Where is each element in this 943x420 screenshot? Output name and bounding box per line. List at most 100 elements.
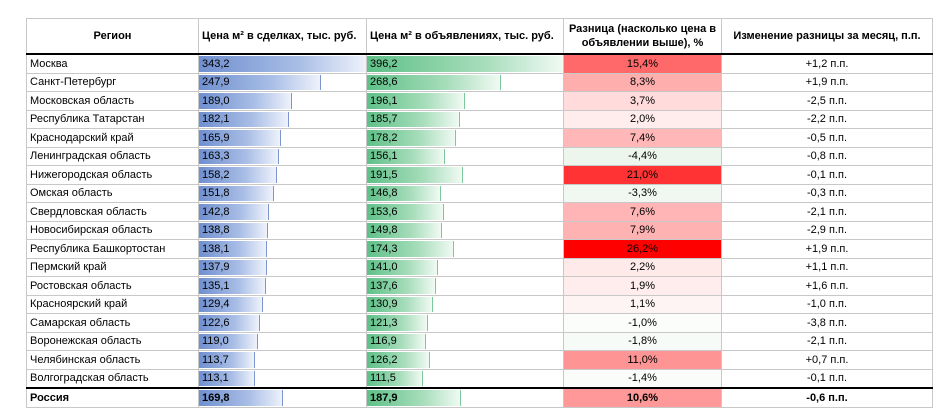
ad-price-value: 146,8 <box>370 187 398 200</box>
deal-price-bar <box>199 241 268 257</box>
cell-deal-price: 142,8 <box>198 202 367 222</box>
cell-region: Республика Башкортостан <box>26 239 199 259</box>
cell-ad-price: 187,9 <box>366 387 564 408</box>
header-change: Изменение разницы за месяц, п.п. <box>721 18 933 55</box>
deal-price-bar <box>199 390 283 406</box>
table-body: Москва 343,2 396,2 15,4% +1,2 п.п. Санкт… <box>26 53 933 408</box>
table-row: Республика Башкортостан 138,1 174,3 26,2… <box>26 239 933 259</box>
cell-deal-price: 113,1 <box>198 368 367 389</box>
table-row: Омская область 151,8 146,8 -3,3% -0,3 п.… <box>26 183 933 203</box>
cell-change: -1,0 п.п. <box>721 294 933 314</box>
cell-change: -2,1 п.п. <box>721 202 933 222</box>
deal-price-value: 343,2 <box>202 57 230 70</box>
cell-change: -2,2 п.п. <box>721 109 933 129</box>
cell-change: -0,3 п.п. <box>721 183 933 203</box>
header-difference: Разница (насколько цена в объявлении выш… <box>563 18 722 55</box>
cell-change: -0,6 п.п. <box>721 387 933 408</box>
deal-price-bar <box>199 167 277 183</box>
ad-price-value: 126,2 <box>370 353 398 366</box>
cell-change: +1,6 п.п. <box>721 276 933 296</box>
cell-difference: -3,3% <box>563 183 722 203</box>
deal-price-value: 158,2 <box>202 168 230 181</box>
cell-region: Волгоградская область <box>26 368 199 389</box>
cell-ad-price: 146,8 <box>366 183 564 203</box>
cell-deal-price: 151,8 <box>198 183 367 203</box>
cell-difference: 26,2% <box>563 239 722 259</box>
cell-region: Республика Татарстан <box>26 109 199 129</box>
ad-price-bar <box>367 93 465 109</box>
header-region: Регион <box>26 18 199 55</box>
cell-ad-price: 111,5 <box>366 368 564 389</box>
deal-price-value: 138,8 <box>202 224 230 237</box>
ad-price-value: 396,2 <box>370 57 398 70</box>
ad-price-value: 268,6 <box>370 76 398 89</box>
cell-deal-price: 138,8 <box>198 220 367 240</box>
cell-difference: 2,2% <box>563 257 722 277</box>
cell-deal-price: 137,9 <box>198 257 367 277</box>
cell-ad-price: 196,1 <box>366 91 564 111</box>
deal-price-bar <box>199 352 256 368</box>
deal-price-bar <box>199 148 280 164</box>
cell-deal-price: 163,3 <box>198 146 367 166</box>
table-row: Московская область 189,0 196,1 3,7% -2,5… <box>26 91 933 111</box>
cell-region: Омская область <box>26 183 199 203</box>
cell-change: -0,5 п.п. <box>721 128 933 148</box>
cell-region: Свердловская область <box>26 202 199 222</box>
cell-deal-price: 119,0 <box>198 331 367 351</box>
table-row: Воронежская область 119,0 116,9 -1,8% -2… <box>26 331 933 351</box>
deal-price-bar <box>199 204 270 220</box>
cell-ad-price: 174,3 <box>366 239 564 259</box>
deal-price-value: 151,8 <box>202 187 230 200</box>
cell-change: -0,8 п.п. <box>721 146 933 166</box>
cell-region: Новосибирская область <box>26 220 199 240</box>
cell-region: Россия <box>26 387 199 408</box>
deal-price-value: 163,3 <box>202 150 230 163</box>
cell-difference: 7,4% <box>563 128 722 148</box>
ad-price-value: 130,9 <box>370 298 398 311</box>
cell-change: -2,9 п.п. <box>721 220 933 240</box>
cell-ad-price: 191,5 <box>366 165 564 185</box>
cell-change: +1,2 п.п. <box>721 53 933 74</box>
deal-price-bar <box>199 296 263 312</box>
ad-price-value: 116,9 <box>370 335 397 348</box>
table-row: Москва 343,2 396,2 15,4% +1,2 п.п. <box>26 53 933 74</box>
ad-price-bar <box>367 148 446 164</box>
cell-ad-price: 185,7 <box>366 109 564 129</box>
table-row: Ленинградская область 163,3 156,1 -4,4% … <box>26 146 933 166</box>
deal-price-value: 182,1 <box>202 113 230 126</box>
ad-price-bar <box>367 370 424 386</box>
cell-difference: 8,3% <box>563 72 722 92</box>
deal-price-value: 142,8 <box>202 205 230 218</box>
cell-region: Челябинская область <box>26 350 199 370</box>
ad-price-bar <box>367 296 433 312</box>
ad-price-bar <box>367 241 455 257</box>
deal-price-bar <box>199 222 268 238</box>
cell-difference: 1,9% <box>563 276 722 296</box>
ad-price-value: 191,5 <box>370 168 398 181</box>
cell-difference: -1,8% <box>563 331 722 351</box>
cell-difference: 10,6% <box>563 387 722 408</box>
cell-region: Московская область <box>26 91 199 111</box>
deal-price-bar <box>199 185 274 201</box>
table-row: Краснодарский край 165,9 178,2 7,4% -0,5… <box>26 128 933 148</box>
cell-region: Нижегородская область <box>26 165 199 185</box>
table-row: Ростовская область 135,1 137,6 1,9% +1,6… <box>26 276 933 296</box>
cell-region: Ленинградская область <box>26 146 199 166</box>
cell-difference: 7,9% <box>563 220 722 240</box>
deal-price-bar <box>199 278 266 294</box>
header-deal-price: Цена м² в сделках, тыс. руб. <box>198 18 367 55</box>
cell-region: Санкт-Петербург <box>26 72 199 92</box>
table-row: Свердловская область 142,8 153,6 7,6% -2… <box>26 202 933 222</box>
cell-change: +1,9 п.п. <box>721 72 933 92</box>
cell-difference: 1,1% <box>563 294 722 314</box>
cell-difference: 11,0% <box>563 350 722 370</box>
deal-price-value: 165,9 <box>202 131 230 144</box>
cell-ad-price: 141,0 <box>366 257 564 277</box>
cell-deal-price: 135,1 <box>198 276 367 296</box>
table-row: Новосибирская область 138,8 149,8 7,9% -… <box>26 220 933 240</box>
ad-price-bar <box>367 111 460 127</box>
deal-price-bar <box>199 130 281 146</box>
ad-price-bar <box>367 130 457 146</box>
ad-price-value: 174,3 <box>370 242 398 255</box>
table-row: Красноярский край 129,4 130,9 1,1% -1,0 … <box>26 294 933 314</box>
